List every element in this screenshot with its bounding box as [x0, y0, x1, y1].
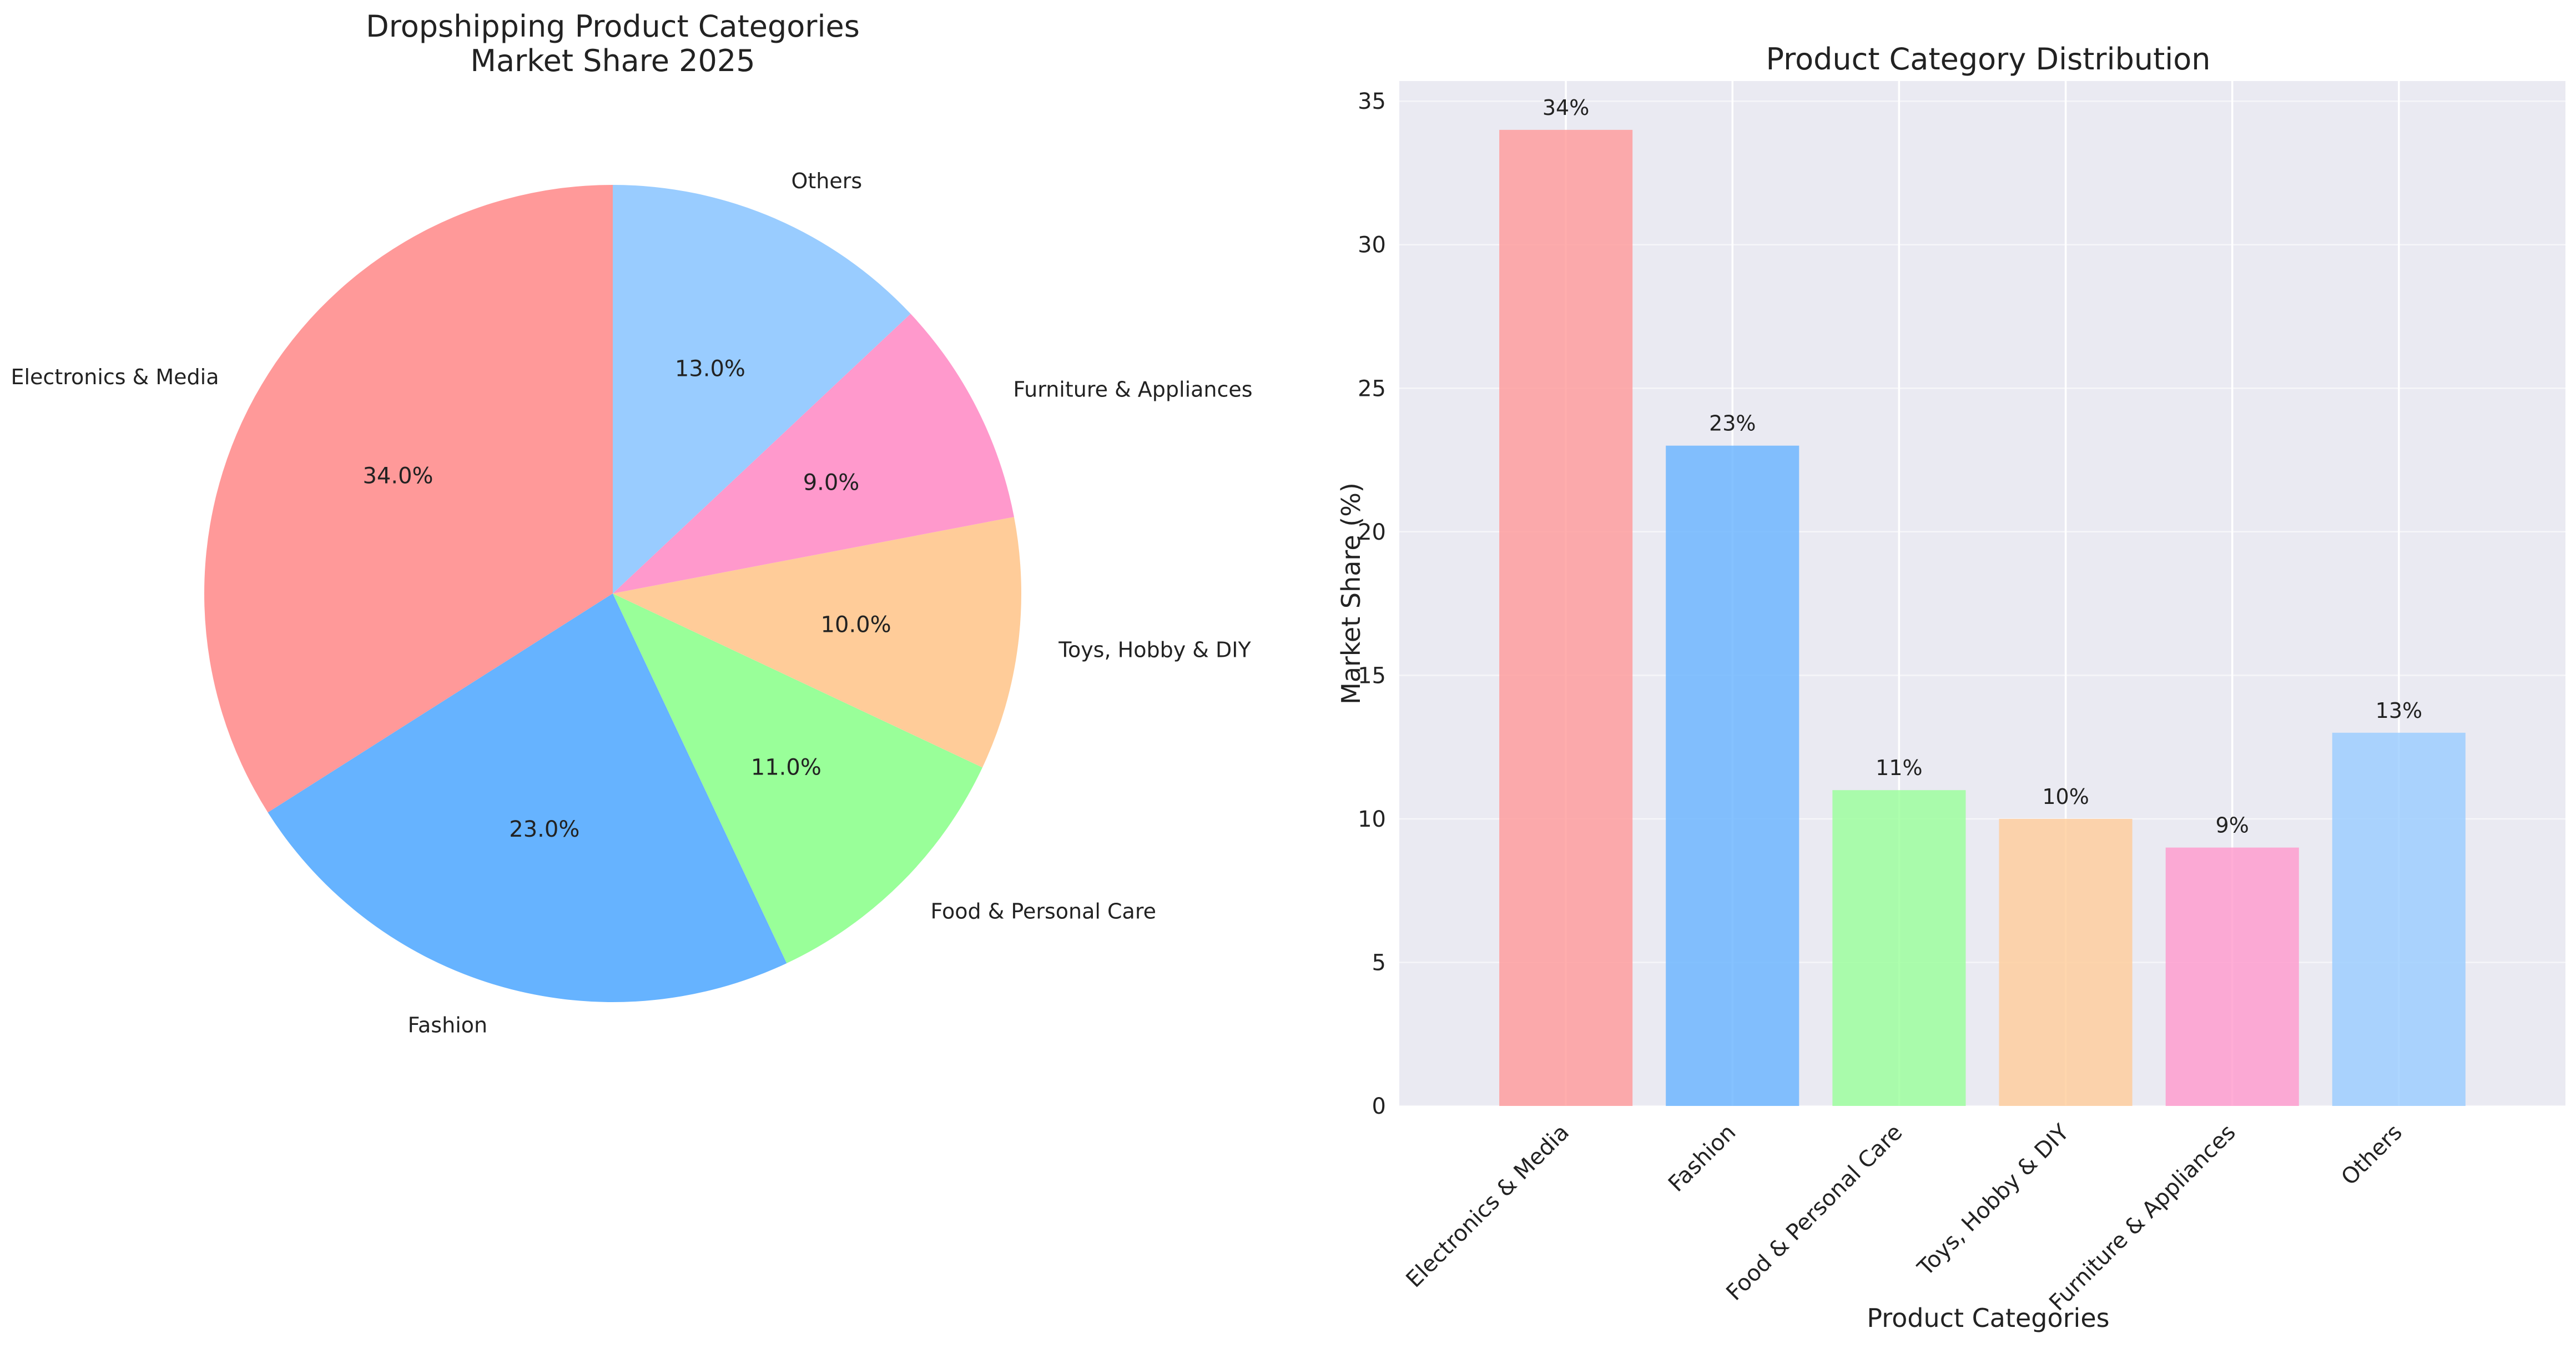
pie-chart: Dropshipping Product Categories Market S… [11, 9, 1252, 1038]
y-tick-label-25: 25 [1358, 376, 1386, 401]
bar-title: Product Category Distribution [1766, 42, 2210, 77]
bar-value-label-others: 13% [2376, 698, 2422, 723]
pie-label-fashion: Fashion [408, 1013, 487, 1038]
pie-slice-furniture-appliances [613, 314, 1014, 593]
pie-label-others: Others [792, 169, 863, 193]
bar-furniture-appliances [2165, 847, 2299, 1106]
x-tick-label-furniture-appliances: Furniture & Appliances [2044, 1120, 2240, 1316]
bar-fashion [1666, 445, 1799, 1106]
bar-value-label-fashion: 23% [1709, 411, 1756, 436]
y-tick-label-20: 20 [1358, 520, 1386, 545]
pie-slice-electronics-media [204, 185, 613, 813]
pie-pct-label-furniture-appliances: 9.0% [803, 470, 860, 496]
pie-label-electronics-media: Electronics & Media [11, 365, 219, 389]
pie-label-food-personal-care: Food & Personal Care [931, 899, 1157, 924]
bars [1499, 129, 2466, 1106]
x-tick-label-fashion: Fashion [1663, 1120, 1741, 1197]
bar-others [2332, 732, 2466, 1106]
bar-toys-hobby-diy [1999, 818, 2133, 1106]
bar-chart: Product Category Distribution 0 5 10 15 20 25… [1336, 42, 2565, 1333]
bar-value-label-toys-hobby-diy: 10% [2042, 784, 2089, 809]
y-tick-label-5: 5 [1372, 950, 1386, 976]
pie-pct-label-electronics-media: 34.0% [362, 463, 433, 489]
y-tick-label-10: 10 [1358, 807, 1386, 832]
bar-food-personal-care [1832, 790, 1966, 1106]
y-axis-label: Market Share (%) [1336, 482, 1366, 705]
pie-slice-toys-hobby-diy [613, 517, 1021, 768]
pie-slice-others [613, 185, 911, 593]
y-tick-label-30: 30 [1358, 233, 1386, 258]
x-tick-label-electronics-media: Electronics & Media [1402, 1120, 1575, 1293]
y-tick-label-35: 35 [1358, 89, 1386, 114]
pie-slice-fashion [268, 593, 787, 1002]
pie-title-line-2: Market Share 2025 [470, 43, 755, 78]
pie-label-furniture-appliances: Furniture & Appliances [1013, 377, 1252, 401]
pie-pct-label-fashion: 23.0% [509, 817, 579, 842]
bar-value-label-furniture-appliances: 9% [2216, 813, 2249, 838]
pie-slices [204, 185, 1021, 1002]
pie-pct-label-toys-hobby-diy: 10.0% [821, 612, 891, 637]
pie-texts: 34.0% Electronics & Media 23.0% Fashion 11.0… [11, 169, 1252, 1038]
x-tick-label-food-personal-care: Food & Personal Care [1721, 1120, 1907, 1306]
x-axis-label: Product Categories [1867, 1303, 2109, 1333]
bar-value-label-food-personal-care: 11% [1876, 756, 1922, 780]
pie-pct-label-food-personal-care: 11.0% [751, 755, 821, 780]
pie-slice-food-personal-care [613, 593, 982, 963]
bar-electronics-media [1499, 129, 1633, 1106]
bar-value-label-electronics-media: 34% [1542, 95, 1589, 120]
pie-label-toys-hobby-diy: Toys, Hobby & DIY [1058, 638, 1251, 662]
y-tick-label-15: 15 [1358, 663, 1386, 688]
pie-pct-label-others: 13.0% [675, 356, 745, 382]
y-tick-label-0: 0 [1372, 1094, 1386, 1119]
x-tick-label-others: Others [2336, 1120, 2407, 1191]
pie-title-line-1: Dropshipping Product Categories [366, 9, 860, 44]
x-tick-label-toys-hobby-diy: Toys, Hobby & DIY [1913, 1119, 2075, 1281]
